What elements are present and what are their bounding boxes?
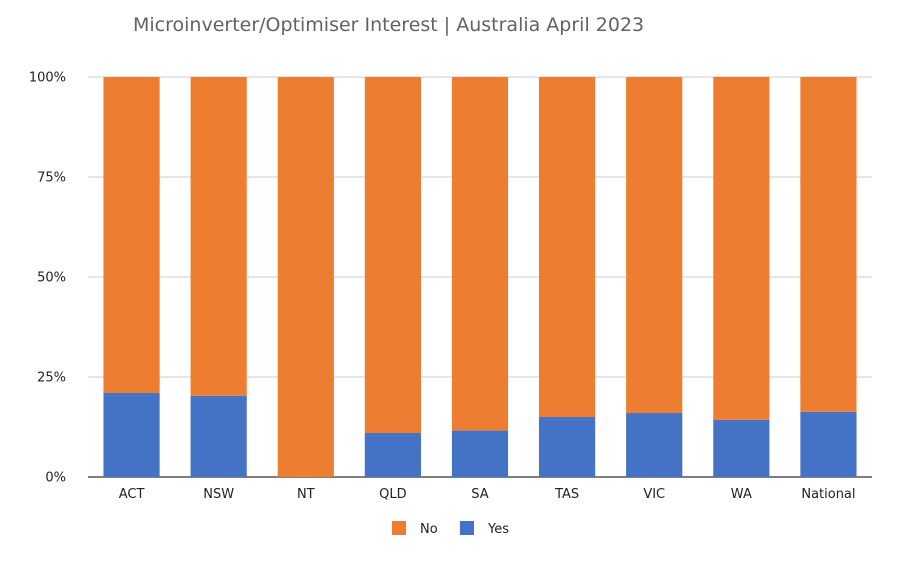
y-tick-label: 50% [37, 271, 66, 286]
x-tick-label: ACT [119, 487, 145, 502]
legend-label-no: No [420, 522, 438, 537]
x-tick-label: WA [731, 487, 752, 502]
bar-no-sa [451, 77, 509, 431]
x-tick-label: VIC [643, 487, 665, 502]
bar-no-vic [626, 77, 683, 413]
x-tick-label: TAS [554, 487, 579, 502]
x-tick-label: NSW [203, 487, 234, 502]
bar-no-tas [539, 77, 596, 417]
bar-no-wa [713, 77, 770, 420]
bar-yes-qld [364, 433, 421, 477]
bar-yes-nsw [190, 395, 247, 477]
y-axis-tick-labels: 0% 25% 50% 75% 100% [29, 71, 66, 486]
bar-no-nsw [190, 77, 247, 396]
bar-yes-vic [626, 413, 683, 477]
legend-label-yes: Yes [487, 522, 509, 537]
y-tick-label: 75% [37, 171, 66, 186]
bar-yes-wa [713, 419, 770, 477]
bar-yes-act [103, 393, 160, 477]
y-tick-label: 0% [45, 471, 66, 486]
bar-no-nt [277, 77, 334, 477]
x-tick-label: QLD [379, 487, 407, 502]
x-tick-label: National [801, 487, 855, 502]
x-tick-label: SA [471, 487, 488, 502]
x-tick-label: NT [297, 487, 315, 502]
chart-title: Microinverter/Optimiser Interest | Austr… [133, 14, 644, 36]
bar-no-act [103, 77, 160, 393]
y-tick-label: 25% [37, 371, 66, 386]
legend: No Yes [392, 521, 509, 537]
legend-swatch-yes [460, 521, 474, 535]
bar-yes-sa [451, 430, 509, 477]
bars [103, 77, 857, 477]
y-tick-label: 100% [29, 71, 66, 86]
bar-no-qld [364, 77, 421, 433]
bar-yes-national [800, 411, 857, 477]
legend-swatch-no [392, 521, 406, 535]
bar-yes-tas [539, 417, 596, 477]
bar-no-national [800, 77, 857, 412]
x-axis-tick-labels: ACT NSW NT QLD SA TAS VIC WA National [119, 487, 856, 502]
